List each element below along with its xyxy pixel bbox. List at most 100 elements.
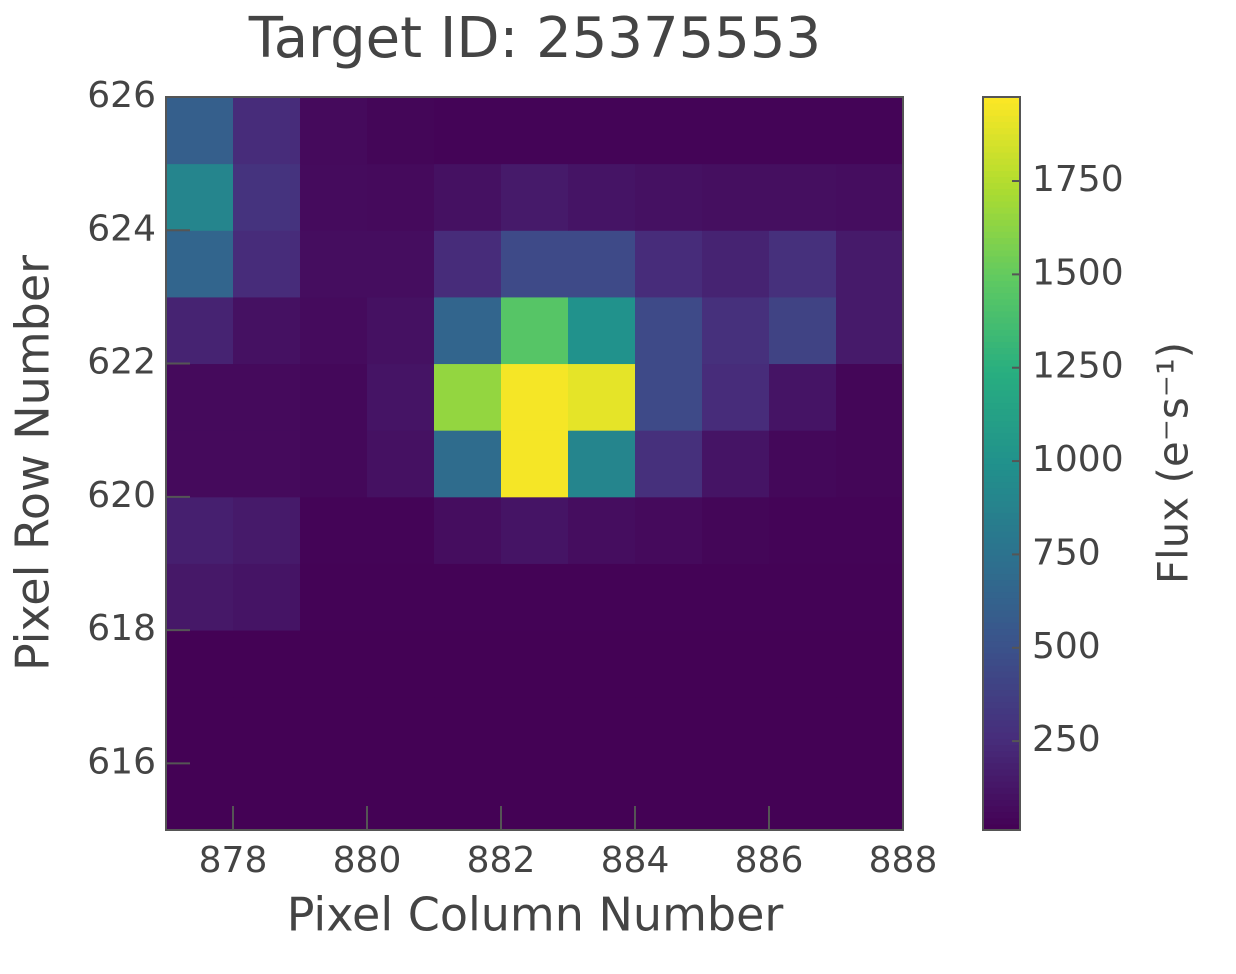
colorbar-segment xyxy=(983,304,1020,312)
colorbar-segment xyxy=(983,603,1020,611)
colorbar-segment xyxy=(983,652,1020,660)
heatmap-cell xyxy=(434,430,502,498)
colorbar-segment xyxy=(983,127,1020,135)
colorbar-segment xyxy=(983,402,1020,410)
colorbar-segment xyxy=(983,170,1020,178)
heatmap-cell xyxy=(166,563,234,631)
heatmap-cell xyxy=(501,563,569,631)
colorbar-segment xyxy=(983,237,1020,245)
heatmap-cell xyxy=(501,163,569,231)
colorbar-segment xyxy=(983,231,1020,239)
colorbar-segment xyxy=(983,371,1020,379)
colorbar-segment xyxy=(983,805,1020,813)
heatmap-cell xyxy=(769,296,837,365)
heatmap-cell xyxy=(702,363,770,431)
heatmap-cell xyxy=(836,430,904,498)
heatmap-cell xyxy=(501,363,569,431)
heatmap-cell xyxy=(367,97,435,165)
colorbar-segment xyxy=(983,396,1020,404)
colorbar-segment xyxy=(983,243,1020,251)
colorbar-segment xyxy=(983,384,1020,391)
colorbar-segment xyxy=(983,316,1020,324)
colorbar-frame xyxy=(982,96,1021,831)
heatmap-cell xyxy=(434,163,502,231)
heatmap-cell xyxy=(702,163,770,231)
heatmap-cell xyxy=(367,496,435,564)
heatmap-cell xyxy=(233,430,301,498)
colorbar-segment xyxy=(983,426,1020,434)
colorbar-segment xyxy=(983,701,1020,709)
colorbar-segment xyxy=(983,744,1020,752)
y-tick-label: 618 xyxy=(87,608,156,649)
colorbar-segment xyxy=(983,274,1020,281)
heatmap-cell xyxy=(367,430,435,498)
colorbar-segment xyxy=(983,622,1020,630)
x-tick-label: 880 xyxy=(333,840,402,881)
heatmap-cell xyxy=(300,363,368,431)
colorbar-segment xyxy=(983,628,1020,636)
colorbar-segment xyxy=(983,811,1020,819)
heatmap-cell xyxy=(166,97,234,165)
colorbar-segment xyxy=(983,793,1020,801)
colorbar-segment xyxy=(983,713,1020,721)
colorbar-segment xyxy=(983,176,1020,184)
colorbar-tick-label: 1250 xyxy=(1032,346,1124,387)
colorbar-segment xyxy=(983,164,1020,171)
y-tick-label: 626 xyxy=(87,75,156,116)
colorbar-segment xyxy=(983,268,1020,275)
y-tick-label: 616 xyxy=(87,741,156,782)
colorbar-segment xyxy=(983,487,1020,495)
colorbar-segment xyxy=(983,188,1020,196)
colorbar-segment xyxy=(983,194,1020,202)
plot-frame xyxy=(165,96,904,831)
heatmap-cell xyxy=(702,696,770,764)
colorbar-segment xyxy=(983,610,1020,617)
heatmap-cell xyxy=(769,630,837,698)
colorbar-segment xyxy=(983,561,1020,568)
colorbar-segment xyxy=(983,213,1020,220)
heatmap-cell xyxy=(501,230,569,298)
heatmap-cell xyxy=(434,97,502,165)
heatmap-cell xyxy=(702,430,770,498)
heatmap-cell xyxy=(434,363,502,431)
colorbar-tick-label: 750 xyxy=(1032,532,1101,573)
heatmap-cell xyxy=(233,296,301,365)
heatmap-cell xyxy=(836,163,904,231)
heatmap-cell xyxy=(434,496,502,564)
heatmap-cell xyxy=(635,496,703,564)
colorbar-segment xyxy=(983,347,1020,355)
colorbar-segment xyxy=(983,768,1020,776)
colorbar-segment xyxy=(983,524,1020,532)
heatmap-cell xyxy=(769,363,837,431)
colorbar-segment xyxy=(983,616,1020,623)
heatmap-cell xyxy=(501,763,569,831)
colorbar-segment xyxy=(983,781,1020,788)
heatmap-cell xyxy=(635,97,703,165)
colorbar-segment xyxy=(983,658,1020,666)
colorbar-segment xyxy=(983,799,1020,807)
colorbar-segment xyxy=(983,536,1020,544)
colorbar-segment xyxy=(983,573,1020,581)
colorbar-segment xyxy=(983,720,1020,727)
heatmap-cell xyxy=(568,296,636,365)
colorbar-segment xyxy=(983,750,1020,758)
colorbar-segment xyxy=(983,469,1020,477)
colorbar-segment xyxy=(983,518,1020,526)
heatmap-cell xyxy=(367,696,435,764)
y-tick-label: 622 xyxy=(87,342,156,383)
colorbar-segment xyxy=(983,451,1020,458)
heatmap-cell xyxy=(836,763,904,831)
colorbar-segment xyxy=(983,726,1020,733)
y-tick-label: 620 xyxy=(87,475,156,516)
heatmap-cell xyxy=(300,630,368,698)
colorbar-segment xyxy=(983,677,1020,684)
heatmap-cell xyxy=(233,563,301,631)
heatmap-cell xyxy=(300,430,368,498)
colorbar-segment xyxy=(983,353,1020,361)
colorbar-segment xyxy=(983,597,1020,605)
heatmap-cell xyxy=(434,630,502,698)
x-tick-label: 886 xyxy=(735,840,804,881)
heatmap-cell xyxy=(568,696,636,764)
heatmap-cell xyxy=(367,163,435,231)
colorbar-label: Flux (e⁻s⁻¹) xyxy=(1149,342,1198,584)
